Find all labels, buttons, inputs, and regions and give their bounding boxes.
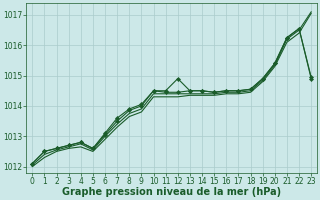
X-axis label: Graphe pression niveau de la mer (hPa): Graphe pression niveau de la mer (hPa) — [62, 187, 281, 197]
